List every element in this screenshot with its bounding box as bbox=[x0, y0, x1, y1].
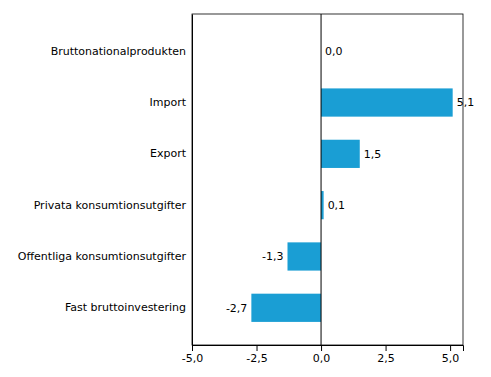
y-tick: Bruttonationalprodukten bbox=[51, 45, 186, 58]
data-label: 0,0 bbox=[325, 45, 343, 58]
y-tick: Privata konsumtionsutgifter bbox=[34, 199, 187, 212]
chart-svg: -5,0 -2,5 0,0 2,5 5,0 Fast bruttoinvestering O… bbox=[0, 0, 491, 377]
x-tick-label: 5,0 bbox=[442, 352, 460, 365]
y-axis: Fast bruttoinvestering Offentliga konsumt… bbox=[18, 15, 193, 346]
y-tick: Import bbox=[149, 96, 186, 109]
bars bbox=[251, 14, 452, 345]
x-tick-label: -5,0 bbox=[182, 352, 203, 365]
x-tick: -5,0 bbox=[182, 345, 203, 365]
y-tick-label: Import bbox=[149, 96, 186, 109]
x-tick-label: 2,5 bbox=[377, 352, 395, 365]
y-tick-label: Offentliga konsumtionsutgifter bbox=[18, 250, 187, 263]
x-tick-label: 0,0 bbox=[313, 352, 331, 365]
x-tick-mark bbox=[450, 345, 451, 351]
data-label: -2,7 bbox=[226, 302, 247, 315]
y-tick: Export bbox=[150, 147, 187, 160]
x-tick: -2,5 bbox=[246, 345, 267, 365]
y-tick-label: Fast bruttoinvestering bbox=[65, 301, 186, 314]
plot-area: -5,0 -2,5 0,0 2,5 5,0 Fast bruttoinvestering O… bbox=[18, 14, 474, 365]
data-label: 0,1 bbox=[328, 199, 346, 212]
x-tick-mark bbox=[386, 345, 387, 351]
plot-frame bbox=[192, 14, 463, 345]
y-axis-line bbox=[192, 15, 193, 346]
x-tick-label: -2,5 bbox=[246, 352, 267, 365]
x-tick-mark bbox=[257, 345, 258, 351]
x-tick: 0,0 bbox=[313, 345, 331, 365]
x-tick-mark bbox=[192, 345, 193, 351]
x-axis-line bbox=[193, 346, 464, 352]
y-tick-label: Export bbox=[150, 147, 187, 160]
zero-line bbox=[321, 14, 322, 345]
bar bbox=[287, 242, 321, 270]
data-label: 5,1 bbox=[457, 96, 475, 109]
data-labels: -2,7 -1,3 0,1 1,5 5,1 0,0 bbox=[226, 45, 474, 315]
x-tick: 5,0 bbox=[442, 345, 460, 365]
y-tick: Offentliga konsumtionsutgifter bbox=[18, 250, 187, 263]
data-label: 1,5 bbox=[364, 148, 382, 161]
bar bbox=[321, 140, 360, 168]
chart-container: -5,0 -2,5 0,0 2,5 5,0 Fast bruttoinvestering O… bbox=[0, 0, 491, 377]
y-tick-label: Bruttonationalprodukten bbox=[51, 45, 186, 58]
x-tick: 2,5 bbox=[377, 345, 395, 365]
y-tick: Fast bruttoinvestering bbox=[65, 301, 186, 314]
x-tick-mark bbox=[321, 345, 322, 351]
bar bbox=[251, 294, 321, 322]
x-axis: -5,0 -2,5 0,0 2,5 5,0 bbox=[182, 345, 464, 365]
bar bbox=[321, 88, 453, 116]
data-label: -1,3 bbox=[262, 250, 283, 263]
y-tick-label: Privata konsumtionsutgifter bbox=[34, 199, 187, 212]
